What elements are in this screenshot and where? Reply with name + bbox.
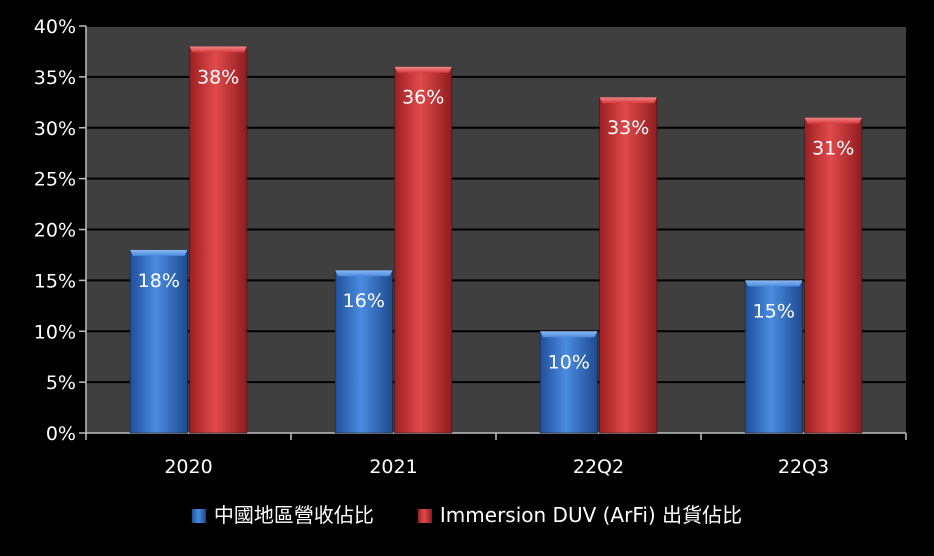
data-label: 16% bbox=[343, 290, 385, 312]
legend-label-china-revenue: 中國地區營收佔比 bbox=[214, 503, 374, 527]
bar-immersion-duv bbox=[394, 66, 453, 434]
data-label: 31% bbox=[812, 138, 854, 160]
legend: 中國地區營收佔比 Immersion DUV (ArFi) 出貨佔比 bbox=[191, 503, 742, 527]
data-label: 18% bbox=[138, 270, 180, 292]
bar-china-revenue bbox=[129, 249, 188, 434]
bar-top-bevel bbox=[189, 46, 247, 53]
bar-immersion-duv bbox=[599, 96, 658, 434]
x-category-label: 22Q3 bbox=[778, 456, 829, 478]
x-category-label: 2021 bbox=[369, 456, 417, 478]
bar-top-bevel bbox=[394, 66, 452, 73]
legend-label-immersion-duv: Immersion DUV (ArFi) 出貨佔比 bbox=[440, 503, 742, 527]
bar-china-revenue bbox=[539, 331, 598, 434]
data-label: 15% bbox=[753, 300, 795, 322]
x-category-label: 22Q2 bbox=[573, 456, 624, 478]
y-tick-label: 10% bbox=[34, 321, 76, 343]
bar-immersion-duv bbox=[189, 46, 248, 434]
data-label: 38% bbox=[197, 66, 239, 88]
bar-top-bevel bbox=[130, 249, 188, 256]
legend-swatch-immersion-duv bbox=[417, 509, 432, 523]
bar-top-bevel bbox=[335, 270, 393, 277]
bar-china-revenue bbox=[334, 269, 393, 434]
data-label: 36% bbox=[402, 87, 444, 109]
data-labels: 18% 38% 16% 36% 10% 33% 15% 31% bbox=[138, 66, 855, 373]
bar-china-revenue bbox=[744, 280, 803, 434]
bars bbox=[129, 46, 863, 434]
bar-top-bevel bbox=[599, 97, 657, 104]
y-tick-label: 35% bbox=[34, 67, 76, 89]
axes: 0% 5% 10% 15% 20% 25% 30% 35% 40% 2020 2021 22Q2 22Q… bbox=[34, 16, 907, 478]
y-tick-label: 15% bbox=[34, 270, 76, 292]
y-tick-label: 20% bbox=[34, 220, 76, 242]
y-tick-label: 25% bbox=[34, 169, 76, 191]
data-label: 33% bbox=[607, 117, 649, 139]
bar-top-bevel bbox=[804, 117, 862, 124]
bar-top-bevel bbox=[540, 331, 598, 338]
data-label: 10% bbox=[548, 351, 590, 373]
bar-top-bevel bbox=[745, 280, 803, 287]
y-tick-label: 40% bbox=[34, 16, 76, 38]
y-tick-label: 30% bbox=[34, 118, 76, 140]
y-tick-label: 0% bbox=[46, 423, 76, 445]
x-category-label: 2020 bbox=[164, 456, 212, 478]
bar-immersion-duv bbox=[804, 117, 863, 434]
legend-swatch-china-revenue bbox=[191, 509, 206, 523]
y-tick-label: 5% bbox=[46, 372, 76, 394]
